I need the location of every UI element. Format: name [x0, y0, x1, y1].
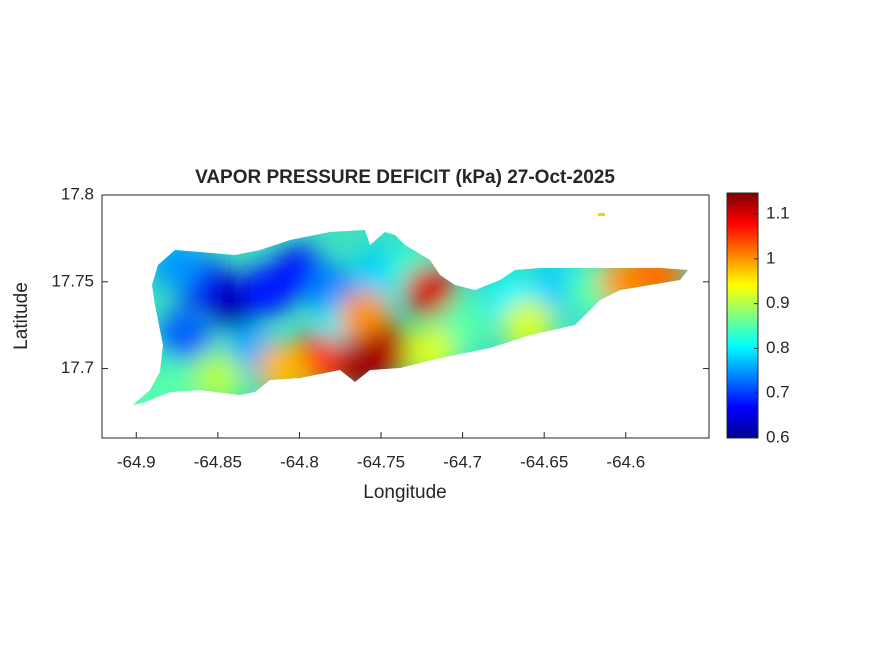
x-tick-label: -64.75 [357, 452, 405, 471]
colorbar-tick-label: 1 [766, 248, 775, 267]
y-tick-label: 17.8 [61, 184, 94, 203]
colorbar-tick-label: 0.8 [766, 338, 790, 357]
field-point [240, 264, 293, 317]
x-tick-label: -64.9 [117, 452, 156, 471]
colorbar-tick-label: 0.6 [766, 427, 790, 446]
y-tick-label: 17.75 [51, 271, 94, 290]
colorbar-tick-label: 1.1 [766, 204, 790, 223]
axes-box [101, 194, 710, 439]
y-tick-label: 17.7 [61, 358, 94, 377]
field-points [133, 238, 685, 405]
x-axis-label: Longitude [363, 482, 446, 503]
field-point [403, 264, 456, 317]
x-tick-label: -64.7 [443, 452, 482, 471]
field-point [191, 351, 244, 404]
x-tick-label: -64.6 [606, 452, 645, 471]
x-tick-label: -64.85 [194, 452, 242, 471]
field-point [159, 307, 212, 360]
colorbar-tick-label: 0.9 [766, 293, 790, 312]
x-tick-label: -64.65 [520, 452, 568, 471]
colorbar-tick-label: 0.7 [766, 383, 790, 402]
x-tick-label: -64.8 [280, 452, 319, 471]
islet [598, 213, 605, 216]
y-axis-label: Latitude [11, 282, 32, 350]
chart-title: VAPOR PRESSURE DEFICIT (kPa) 27-Oct-2025 [195, 167, 615, 188]
colorbar [726, 192, 759, 439]
